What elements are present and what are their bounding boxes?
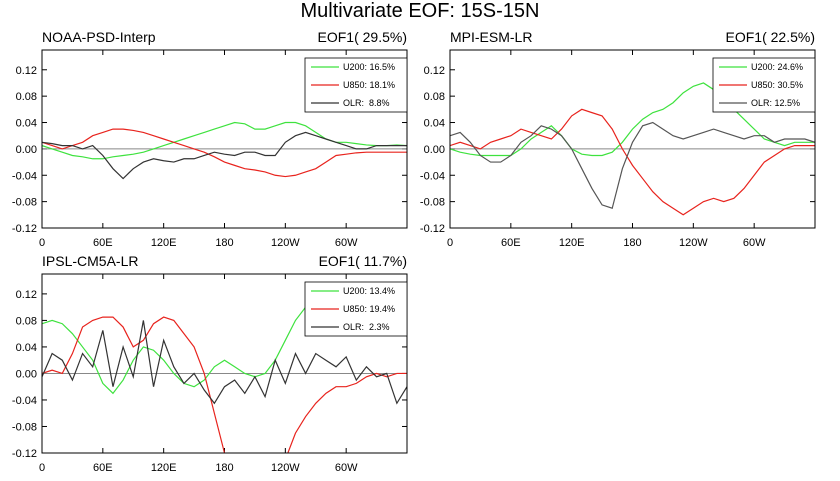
series-line <box>42 316 407 453</box>
y-tick-label: 0.08 <box>16 91 37 103</box>
y-tick-label: 0.12 <box>424 65 445 77</box>
legend-label: OLR: 2.3% <box>343 322 390 332</box>
x-tick-label: 120E <box>151 237 177 249</box>
x-tick-label: 120W <box>271 237 300 249</box>
legend-label: U850: 18.1% <box>343 80 395 90</box>
x-tick-label: 120W <box>679 237 708 249</box>
series-line <box>42 131 407 180</box>
series-line <box>42 121 407 160</box>
legend-label: OLR: 12.5% <box>751 98 800 108</box>
y-tick-label: 0.00 <box>16 368 37 380</box>
y-tick-label: 0.00 <box>16 144 37 156</box>
y-tick-label: 0.12 <box>16 289 37 301</box>
plot-frame <box>41 49 408 229</box>
panel-right-title: EOF1( 11.7%) <box>319 253 407 269</box>
x-tick-label: 60W <box>743 237 766 249</box>
legend-label: U200: 13.4% <box>343 286 395 296</box>
x-tick-label: 60E <box>501 237 521 249</box>
y-tick-label: 0.08 <box>16 315 37 327</box>
panel: MPI-ESM-LR EOF1( 22.5%) -0.12 -0.08 -0.04 0.0… <box>420 29 816 249</box>
y-tick-label: -0.04 <box>420 170 445 182</box>
legend-label: U850: 30.5% <box>751 80 803 90</box>
legend-label: OLR: 8.8% <box>343 98 390 108</box>
panel-title: IPSL-CM5A-LR <box>42 253 138 269</box>
plot-frame <box>449 49 816 229</box>
panel-right-title: EOF1( 22.5%) <box>726 29 815 45</box>
series-line <box>450 108 815 216</box>
y-tick-label: -0.12 <box>12 223 37 235</box>
legend-label: U200: 16.5% <box>343 62 395 72</box>
y-tick-label: -0.08 <box>12 197 37 209</box>
x-tick-label: 0 <box>39 462 45 474</box>
y-tick-label: 0.04 <box>16 118 37 130</box>
panel: NOAA-PSD-Interp EOF1( 29.5%) -0.12 -0.08 -0.… <box>12 29 408 249</box>
figure-title: Multivariate EOF: 15S-15N <box>301 0 540 22</box>
panel-right-title: EOF1( 29.5%) <box>318 29 407 45</box>
panel-title: NOAA-PSD-Interp <box>42 29 156 45</box>
y-tick-label: 0.08 <box>424 91 445 103</box>
x-tick-label: 180 <box>215 462 233 474</box>
series-line <box>450 121 815 209</box>
x-tick-label: 60W <box>335 237 358 249</box>
x-tick-label: 120W <box>271 462 300 474</box>
x-tick-label: 60E <box>93 462 113 474</box>
y-tick-label: 0.12 <box>16 65 37 77</box>
panel: IPSL-CM5A-LR EOF1( 11.7%) -0.12 -0.08 -0.04 0… <box>12 253 408 474</box>
x-tick-label: 0 <box>39 237 45 249</box>
x-tick-label: 60E <box>93 237 113 249</box>
y-tick-label: -0.04 <box>12 170 37 182</box>
y-tick-label: -0.08 <box>12 421 37 433</box>
x-tick-label: 180 <box>623 237 641 249</box>
x-tick-label: 60W <box>335 462 358 474</box>
series-line <box>42 320 407 405</box>
y-tick-label: 0.04 <box>424 118 445 130</box>
x-tick-label: 120E <box>151 462 177 474</box>
legend-label: U850: 19.4% <box>343 304 395 314</box>
x-tick-label: 0 <box>447 237 453 249</box>
y-tick-label: 0.04 <box>16 342 37 354</box>
y-tick-label: 0.00 <box>424 144 445 156</box>
x-tick-label: 180 <box>215 237 233 249</box>
y-tick-label: -0.12 <box>420 223 445 235</box>
plot-frame <box>41 273 408 454</box>
legend: U200: 16.5% U850: 18.1% OLR: 8.8% <box>304 57 408 113</box>
y-tick-label: -0.12 <box>12 448 37 460</box>
legend: U200: 13.4% U850: 19.4% OLR: 2.3% <box>304 281 408 337</box>
series-line <box>42 128 407 178</box>
panel-title: MPI-ESM-LR <box>450 29 532 45</box>
legend-label: U200: 24.6% <box>751 62 803 72</box>
legend: U200: 24.6% U850: 30.5% OLR: 12.5% <box>712 57 816 113</box>
y-tick-label: -0.04 <box>12 395 37 407</box>
x-tick-label: 120E <box>559 237 585 249</box>
y-tick-label: -0.08 <box>420 197 445 209</box>
